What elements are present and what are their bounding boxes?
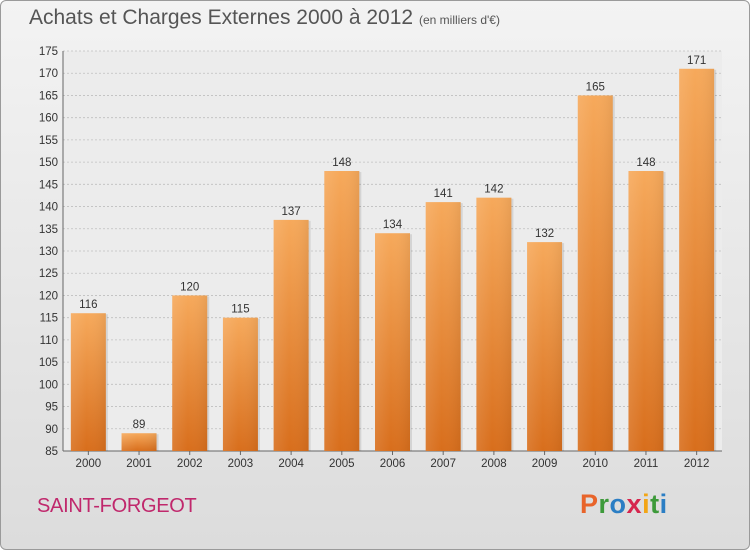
y-tick-label: 150 — [39, 157, 58, 169]
y-tick-label: 135 — [39, 224, 58, 236]
data-label: 148 — [636, 157, 655, 169]
y-tick-label: 120 — [39, 290, 58, 302]
x-tick-label: 2009 — [532, 458, 558, 470]
data-label: 137 — [282, 206, 301, 218]
proxiti-logo: Proxiti — [580, 489, 668, 520]
y-tick-label: 155 — [39, 135, 58, 147]
y-tick-label: 140 — [39, 202, 58, 214]
bar-highlight — [679, 68, 715, 452]
x-tick-label: 2003 — [228, 458, 254, 470]
logo-letter: i — [642, 489, 651, 519]
x-tick-label: 2007 — [430, 458, 456, 470]
data-label: 171 — [687, 55, 706, 67]
logo-letter: r — [598, 489, 610, 519]
y-tick-label: 160 — [39, 113, 58, 125]
y-tick-label: 95 — [45, 402, 58, 414]
x-tick-label: 2004 — [278, 458, 304, 470]
x-tick-label: 2000 — [76, 458, 102, 470]
x-tick-label: 2010 — [582, 458, 608, 470]
bar-highlight — [172, 295, 208, 451]
data-label: 120 — [180, 281, 199, 293]
place-name: SAINT-FORGEOT — [37, 495, 197, 517]
logo-letter: o — [609, 489, 627, 519]
y-tick-label: 115 — [40, 313, 58, 325]
bar-highlight — [527, 242, 563, 451]
logo-letter: t — [650, 489, 660, 519]
data-label: 148 — [332, 157, 351, 169]
logo-letter: i — [659, 489, 668, 519]
y-tick-label: 165 — [39, 90, 58, 102]
y-tick-label: 90 — [45, 424, 58, 436]
data-label: 134 — [383, 219, 403, 231]
x-tick-label: 2011 — [634, 458, 659, 470]
x-tick-label: 2008 — [481, 458, 507, 470]
chart-subtitle: (en milliers d'€) — [419, 13, 500, 27]
data-label: 165 — [586, 81, 605, 93]
y-tick-label: 85 — [45, 446, 58, 458]
bar-highlight — [628, 171, 664, 451]
chart-title: Achats et Charges Externes 2000 à 2012 — [29, 6, 414, 29]
x-tick-label: 2005 — [329, 458, 355, 470]
bar-highlight — [121, 433, 157, 451]
bar-highlight — [476, 197, 512, 451]
data-label: 132 — [535, 228, 554, 240]
y-tick-label: 130 — [39, 246, 58, 258]
data-label: 89 — [133, 419, 146, 431]
bar-highlight — [425, 202, 461, 451]
y-tick-label: 170 — [39, 68, 58, 80]
y-tick-label: 110 — [40, 335, 58, 347]
bar-highlight — [375, 233, 410, 451]
x-tick-label: 2001 — [126, 458, 152, 470]
logo-letter: P — [580, 489, 599, 519]
y-tick-label: 145 — [39, 179, 58, 191]
data-label: 142 — [484, 184, 503, 196]
bar-highlight — [324, 171, 360, 451]
bar-highlight — [577, 95, 613, 451]
bar-highlight — [222, 317, 258, 451]
x-tick-label: 2006 — [380, 458, 406, 470]
x-tick-label: 2012 — [684, 458, 710, 470]
data-label: 116 — [79, 299, 97, 311]
bar-highlight — [70, 313, 106, 451]
y-tick-label: 100 — [39, 379, 58, 391]
logo-letter: x — [626, 489, 643, 519]
data-label: 115 — [231, 304, 249, 316]
data-label: 141 — [434, 188, 453, 200]
bar-highlight — [273, 219, 309, 451]
x-tick-label: 2002 — [177, 458, 203, 470]
y-tick-label: 125 — [39, 268, 58, 280]
y-tick-label: 175 — [39, 46, 58, 58]
y-tick-label: 105 — [39, 357, 58, 369]
